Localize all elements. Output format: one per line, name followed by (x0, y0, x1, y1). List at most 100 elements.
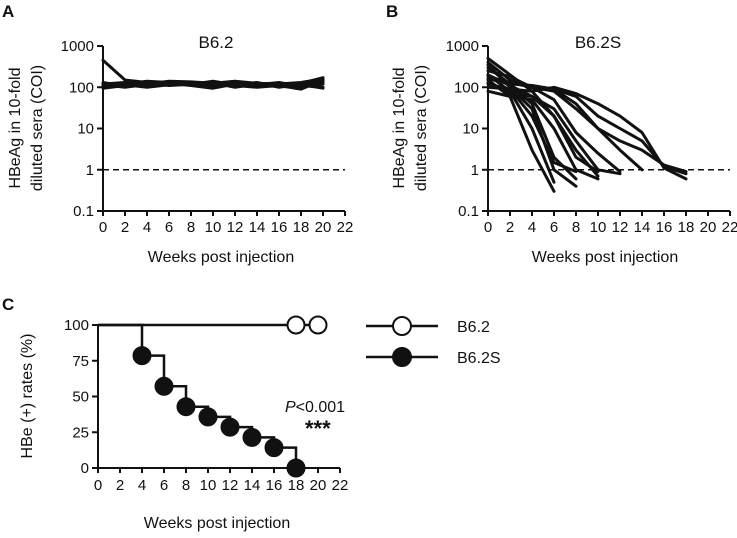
y-tick-label: 0 (81, 460, 89, 477)
x-tick-label: 6 (550, 219, 558, 236)
x-tick-label: 0 (99, 219, 107, 236)
legend: B6.2 B6.2S (366, 316, 501, 367)
panel-b-ylabel-line1: HBeAg in 10-fold (391, 68, 408, 189)
panel-b: B B6.2S HBeAg in 10-fold diluted sera (C… (386, 2, 678, 266)
panel-a-ylabel-line2: diluted sera (COI) (29, 65, 46, 191)
y-tick-label: 25 (72, 424, 89, 441)
x-tick-label: 0 (484, 219, 492, 236)
series-line-mouse13 (486, 81, 622, 176)
panel-b-letter: B (386, 2, 398, 21)
series-line-mouse8 (101, 76, 325, 89)
y-tick-label: 1 (86, 162, 94, 179)
x-tick-label: 8 (182, 477, 190, 494)
series-line-mouse6 (486, 60, 622, 174)
series-marker-b6-2s (154, 376, 174, 396)
series-marker-b6-2s (286, 458, 306, 478)
y-tick-label: 0.1 (73, 203, 94, 220)
series-marker-b6-2 (286, 315, 306, 335)
p-value-text: <0.001 (296, 399, 345, 416)
y-tick-label: 10 (462, 121, 479, 138)
series-marker-b6-2s (132, 346, 152, 366)
x-tick-label: 8 (572, 219, 580, 236)
legend-open-circle-icon (392, 316, 412, 336)
y-tick-label: 100 (454, 79, 479, 96)
y-tick-label: 100 (69, 79, 94, 96)
series-line-mouse1 (486, 73, 556, 184)
significance-stars: *** (305, 416, 331, 441)
panel-c-ylabel: HBe (+) rates (%) (19, 334, 36, 459)
y-tick-label: 1000 (61, 38, 94, 55)
panel-c: C HBe (+) rates (%) Weeks post injection… (2, 295, 501, 532)
x-tick-label: 10 (590, 219, 607, 236)
panel-a-plot: 0.1 1 10 100 1000 0 2 4 6 8 10 12 14 16 18 20 22 (61, 38, 354, 236)
panel-a: A B6.2 HBeAg in 10-fold diluted sera (CO… (2, 2, 294, 266)
panel-b-xlabel: Weeks post injection (532, 249, 678, 266)
p-value-annotation: P<0.001 (285, 399, 345, 416)
x-tick-label: 16 (266, 477, 283, 494)
legend-item-b6-2: B6.2 (366, 316, 490, 336)
x-tick-label: 16 (271, 219, 288, 236)
x-tick-label: 12 (227, 219, 244, 236)
x-tick-label: 22 (332, 477, 349, 494)
x-tick-label: 2 (121, 219, 129, 236)
series-line-mouse10 (486, 89, 600, 181)
y-tick-label: 10 (77, 121, 94, 138)
x-tick-label: 18 (678, 219, 695, 236)
panel-b-ylabel-line2: diluted sera (COI) (413, 65, 430, 191)
x-tick-label: 4 (143, 219, 151, 236)
x-tick-label: 0 (94, 477, 102, 494)
x-tick-label: 20 (310, 477, 327, 494)
y-tick-label: 1 (471, 162, 479, 179)
panel-c-letter: C (2, 295, 14, 314)
x-tick-label: 6 (160, 477, 168, 494)
series-marker-b6-2s (242, 427, 262, 447)
series-marker-b6-2s (264, 438, 284, 458)
y-tick-label: 1000 (446, 38, 479, 55)
x-tick-label: 14 (244, 477, 261, 494)
series-line-mouse7 (486, 69, 644, 172)
panel-a-title: B6.2 (199, 33, 234, 52)
y-tick-label: 50 (72, 389, 89, 406)
y-tick-label: 75 (72, 353, 89, 370)
x-tick-label: 10 (205, 219, 222, 236)
panel-a-ylabel-line1: HBeAg in 10-fold (7, 68, 24, 189)
series-line-mouse11 (486, 63, 578, 188)
x-tick-label: 4 (138, 477, 146, 494)
legend-label-b6-2s: B6.2S (457, 350, 501, 367)
series-line-mouse14 (486, 73, 600, 174)
x-tick-label: 10 (200, 477, 217, 494)
x-tick-label: 18 (288, 477, 305, 494)
x-tick-label: 4 (528, 219, 536, 236)
x-tick-label: 2 (116, 477, 124, 494)
y-tick-label: 0.1 (458, 203, 479, 220)
series-marker-b6-2 (308, 315, 328, 335)
x-tick-label: 14 (634, 219, 651, 236)
panel-a-letter: A (2, 2, 14, 21)
x-tick-label: 14 (249, 219, 266, 236)
x-tick-label: 20 (315, 219, 332, 236)
legend-filled-circle-icon (392, 347, 412, 367)
x-tick-label: 8 (187, 219, 195, 236)
x-tick-label: 20 (700, 219, 717, 236)
y-tick-label: 100 (64, 317, 89, 334)
legend-label-b6-2: B6.2 (457, 319, 490, 336)
x-tick-label: 16 (656, 219, 673, 236)
x-tick-label: 12 (612, 219, 629, 236)
series-line-mouse12 (486, 77, 688, 174)
series-marker-b6-2s (176, 397, 196, 417)
x-tick-label: 22 (337, 219, 354, 236)
series-marker-b6-2s (198, 407, 218, 427)
x-tick-label: 12 (222, 477, 239, 494)
legend-item-b6-2s: B6.2S (366, 347, 501, 367)
series-marker-b6-2s (220, 417, 240, 437)
panel-b-title: B6.2S (575, 33, 621, 52)
x-tick-label: 2 (506, 219, 514, 236)
panel-b-plot: 0.1 1 10 100 1000 0 2 4 6 8 10 12 14 16 18 20 22 (446, 38, 737, 236)
panel-a-xlabel: Weeks post injection (148, 249, 294, 266)
x-tick-label: 22 (722, 219, 737, 236)
p-value-symbol: P (285, 399, 296, 416)
x-tick-label: 18 (293, 219, 310, 236)
